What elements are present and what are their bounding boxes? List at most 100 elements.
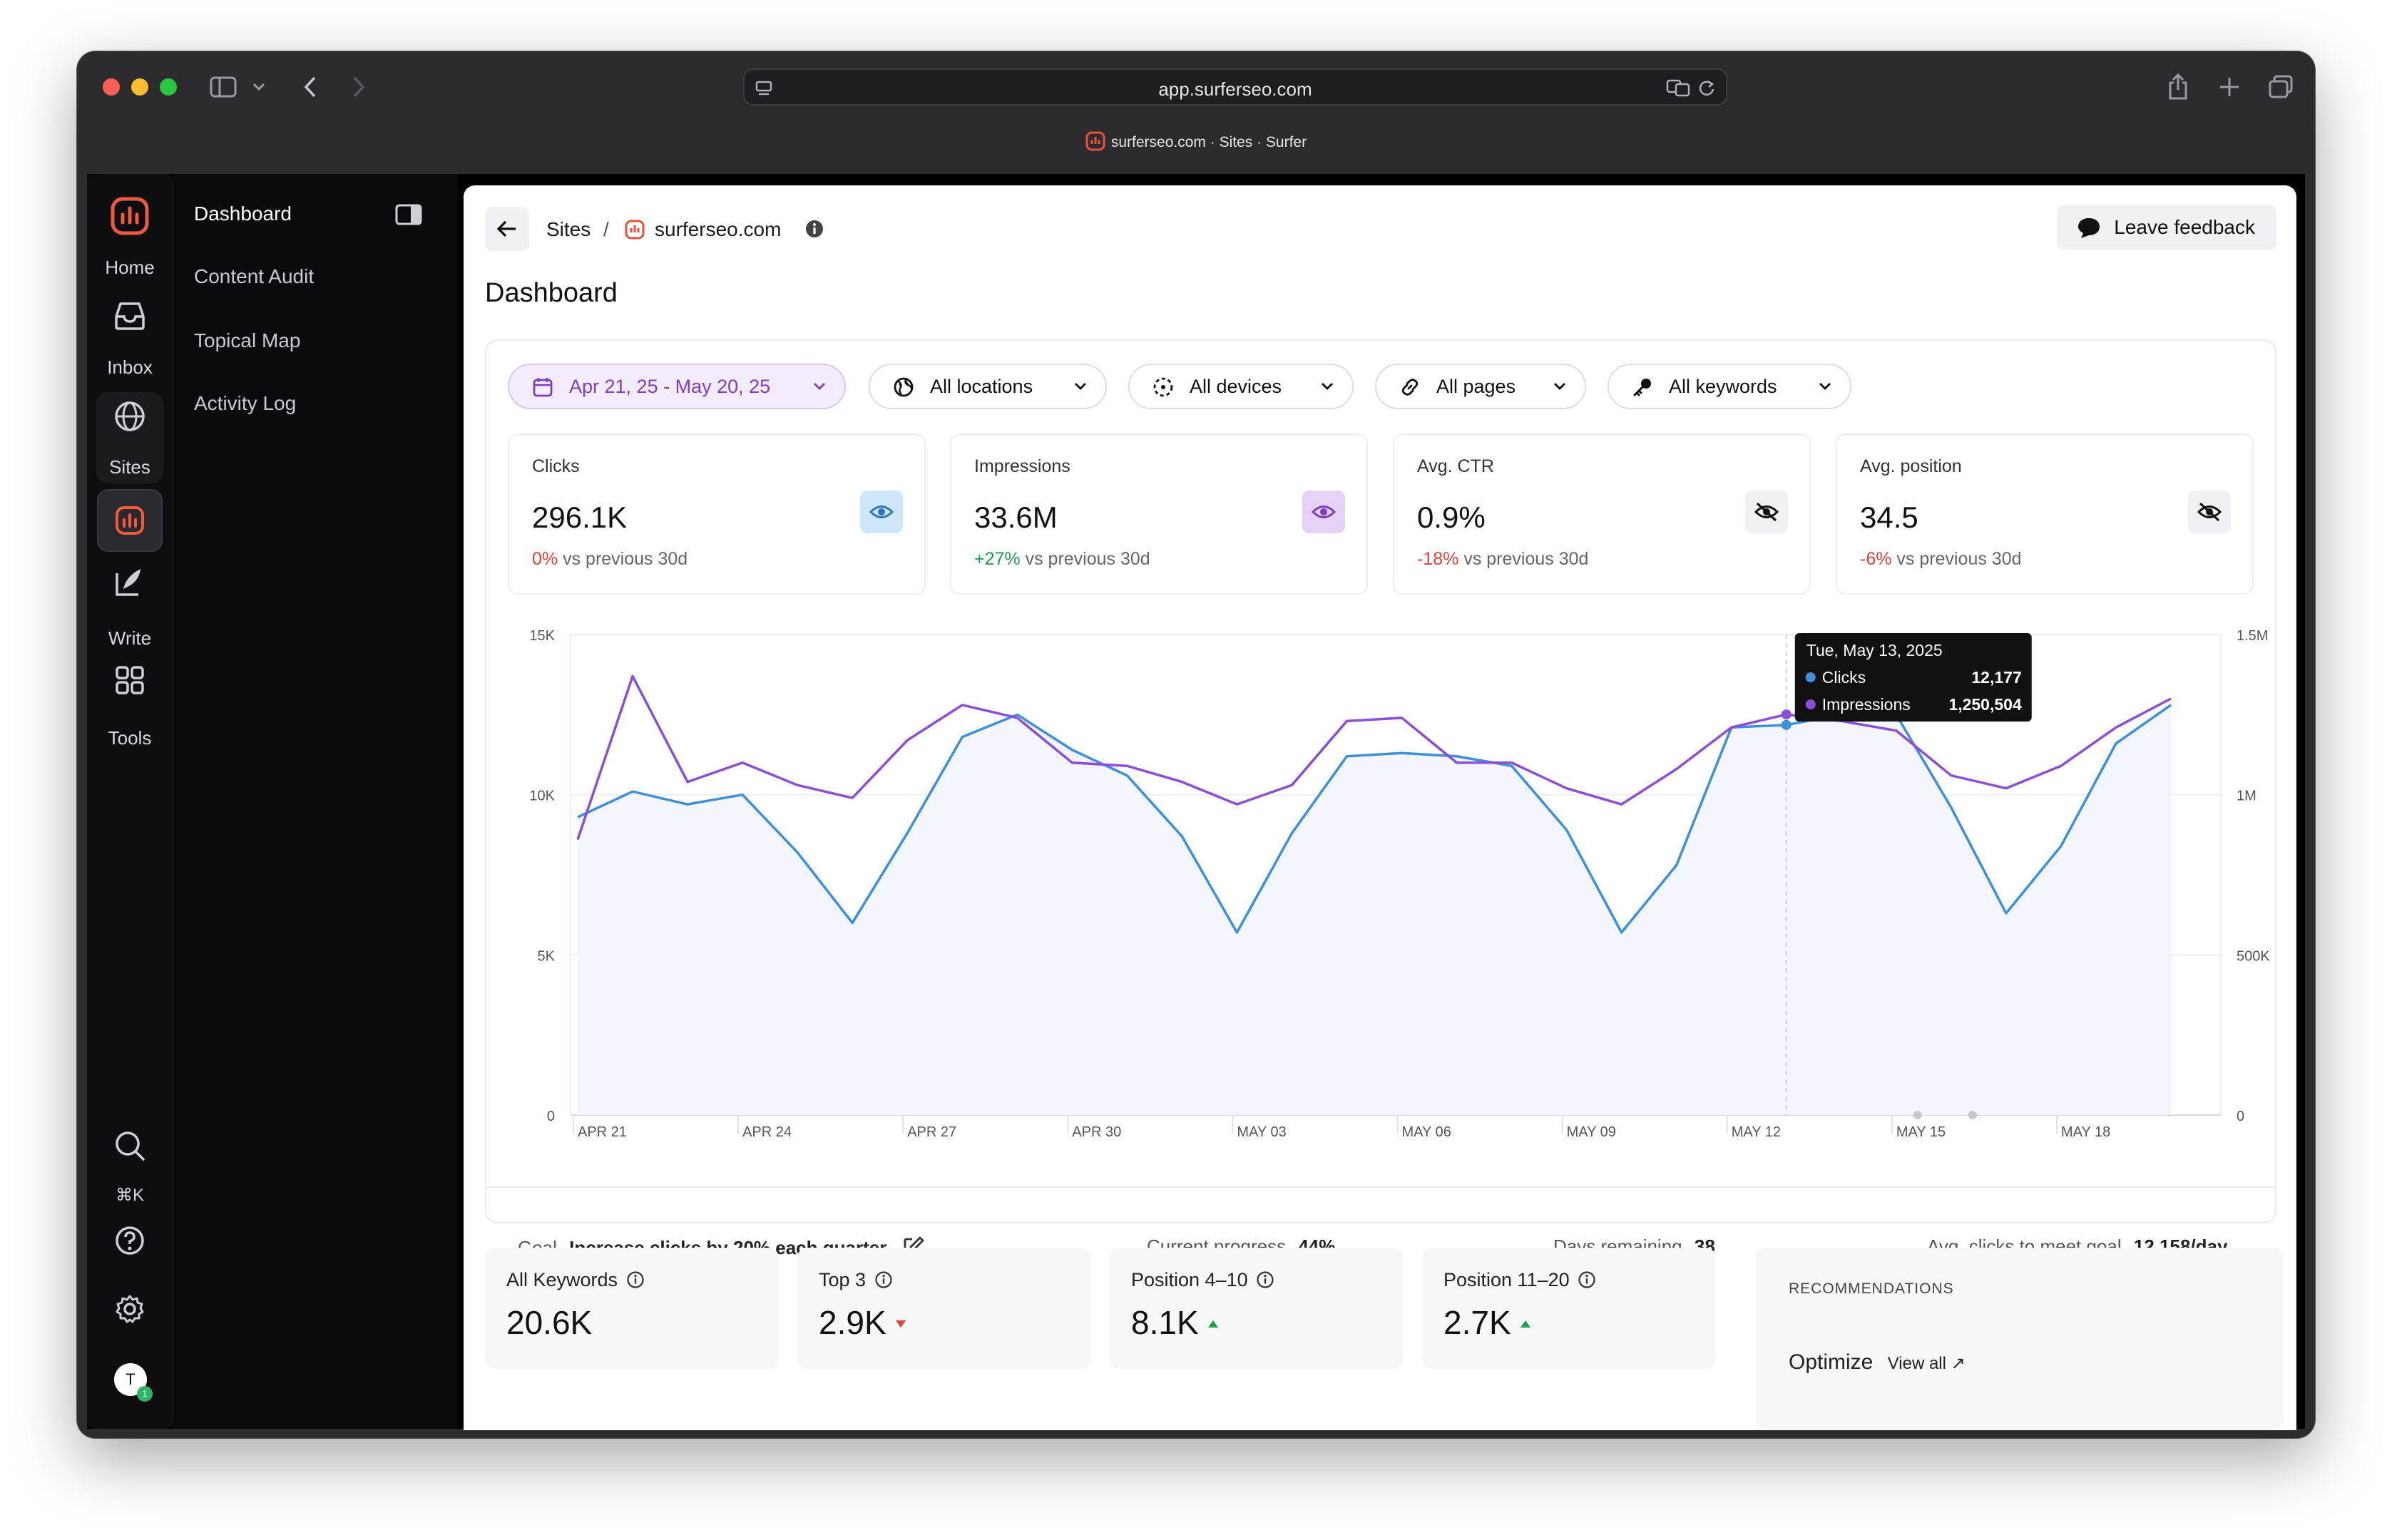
home-rail-button[interactable]: [87, 195, 173, 237]
metric-delta-suffix: vs previous 30d: [563, 549, 688, 569]
main-panel: Sites / surferseo.com Leave feedback Das…: [464, 185, 2296, 1430]
keyword-card-top-3[interactable]: Top 3 2.9K: [797, 1248, 1091, 1369]
keyword-card-value: 8.1K: [1131, 1303, 1219, 1342]
devices-filter[interactable]: All devices: [1128, 364, 1354, 409]
subnav-item-activity-log[interactable]: Activity Log: [194, 392, 297, 414]
write-icon: [116, 569, 140, 596]
metric-delta-value: +27%: [974, 549, 1021, 569]
toggle-visibility-button[interactable]: [1302, 491, 1345, 533]
info-outline-icon[interactable]: [1578, 1270, 1596, 1289]
pages-filter[interactable]: All pages: [1375, 364, 1586, 409]
date-range-label: Apr 21, 25 - May 20, 25: [569, 376, 771, 397]
rail-label-home[interactable]: Home: [105, 257, 155, 278]
metric-delta-value: 0%: [532, 549, 558, 569]
metric-card-avg-ctr[interactable]: Avg. CTR 0.9% -18% vs previous 30d: [1393, 433, 1811, 595]
tooltip-series-value: 12,177: [1971, 668, 2021, 687]
minimize-window-button[interactable]: [131, 78, 148, 96]
eye-off-icon: [1754, 502, 1779, 522]
new-tab-icon[interactable]: [2218, 76, 2241, 98]
performance-panel: Apr 21, 25 - May 20, 25 All locations Al…: [485, 339, 2276, 1258]
chevron-down-icon[interactable]: [252, 83, 265, 91]
x-tick-label: MAY 03: [1237, 1124, 1286, 1140]
metric-card-clicks[interactable]: Clicks 296.1K 0% vs previous 30d: [508, 433, 926, 595]
leave-feedback-button[interactable]: Leave feedback: [2057, 205, 2276, 250]
devices-label: All devices: [1190, 376, 1282, 397]
surfer-logo-icon: [111, 197, 149, 235]
trend-down-icon: [896, 1320, 906, 1328]
search-shortcut: ⌘K: [115, 1186, 144, 1205]
avatar[interactable]: T: [114, 1363, 147, 1396]
metric-card-impressions[interactable]: Impressions 33.6M +27% vs previous 30d: [950, 433, 1368, 595]
tab-title-text: surferseo.com · Sites · Surfer: [1110, 134, 1307, 150]
sites-rail-active-bg: [96, 392, 164, 483]
toggle-visibility-button[interactable]: [1745, 491, 1788, 533]
inbox-rail-button[interactable]: [87, 299, 173, 332]
date-range-filter[interactable]: Apr 21, 25 - May 20, 25: [508, 364, 846, 409]
breadcrumb-sites[interactable]: Sites: [546, 218, 591, 240]
address-bar[interactable]: app.surferseo.com: [743, 68, 1727, 106]
panel-divider: [486, 1186, 2275, 1188]
browser-toolbar: app.surferseo.com surferseo.com · Sites …: [77, 51, 2315, 163]
share-icon[interactable]: [2167, 73, 2189, 101]
info-outline-icon[interactable]: [626, 1270, 645, 1289]
rail-label-tools[interactable]: Tools: [108, 727, 152, 749]
metric-card-avg-position[interactable]: Avg. position 34.5 -6% vs previous 30d: [1836, 433, 2254, 595]
performance-chart[interactable]: 0 5K 10K 15K 0 500K 1M 1.5M APR 21 APR 24 APR 27 AP…: [486, 612, 2275, 1154]
settings-rail-button[interactable]: [87, 1293, 173, 1325]
hover-point-clicks: [1781, 719, 1792, 730]
subnav-item-content-audit[interactable]: Content Audit: [194, 265, 315, 287]
rail-label-sites[interactable]: Sites: [109, 456, 150, 478]
y-left-tick-label: 10K: [529, 789, 555, 804]
search-rail-button[interactable]: [87, 1129, 173, 1162]
tooltip-box: [1794, 633, 2032, 722]
arrow-left-icon: [496, 220, 516, 237]
forward-arrow-icon[interactable]: [351, 76, 367, 98]
sidebar-toggle-icon[interactable]: [210, 76, 238, 98]
chevron-down-icon: [1819, 383, 1831, 390]
keyword-card-position-4-10[interactable]: Position 4–10 8.1K: [1110, 1248, 1404, 1369]
inbox-icon: [115, 302, 145, 330]
info-outline-icon[interactable]: [1256, 1270, 1274, 1289]
back-arrow-icon[interactable]: [302, 76, 318, 98]
keyword-card-label: Top 3: [819, 1269, 893, 1291]
rail-label-write[interactable]: Write: [108, 627, 152, 649]
metric-delta: -18% vs previous 30d: [1417, 549, 1588, 570]
breadcrumb-site[interactable]: surferseo.com: [655, 218, 782, 240]
view-all-link[interactable]: View all ↗: [1887, 1354, 1966, 1373]
keyword-card-value: 20.6K: [506, 1304, 593, 1341]
subnav-item-topical-map[interactable]: Topical Map: [194, 329, 301, 351]
site-favicon-icon: [625, 220, 645, 240]
rail-label-inbox[interactable]: Inbox: [107, 356, 153, 378]
translate-icon[interactable]: [1666, 78, 1690, 97]
sites-rail-button[interactable]: [87, 399, 173, 433]
keyword-card-label: Position 4–10: [1131, 1269, 1274, 1291]
close-window-button[interactable]: [103, 78, 120, 96]
locations-filter[interactable]: All locations: [869, 364, 1107, 409]
maximize-window-button[interactable]: [160, 78, 177, 96]
tools-rail-button[interactable]: [87, 664, 173, 696]
tooltip-series-name: Clicks: [1822, 668, 1866, 687]
back-button[interactable]: [485, 207, 529, 251]
write-rail-button[interactable]: [87, 565, 173, 600]
site-subnav: Dashboard Content Audit Topical Map Acti…: [173, 174, 458, 1429]
info-outline-icon[interactable]: [874, 1270, 893, 1289]
tab-title[interactable]: surferseo.com · Sites · Surfer: [77, 131, 2315, 151]
metric-delta: 0% vs previous 30d: [532, 549, 688, 570]
tab-overview-icon[interactable]: [2268, 74, 2294, 100]
subnav-item-dashboard[interactable]: Dashboard: [194, 202, 292, 225]
help-rail-button[interactable]: [87, 1225, 173, 1256]
current-site-rail-button[interactable]: [97, 489, 163, 552]
collapse-panel-icon[interactable]: [395, 204, 422, 225]
metric-value: 34.5: [1860, 500, 1918, 534]
x-tick-label: MAY 15: [1896, 1124, 1946, 1140]
page-settings-icon[interactable]: [755, 78, 773, 97]
x-tick-label: MAY 18: [2061, 1124, 2110, 1140]
toggle-visibility-button[interactable]: [2188, 491, 2231, 533]
toggle-visibility-button[interactable]: [860, 491, 903, 533]
reload-icon[interactable]: [1697, 78, 1716, 97]
metric-delta-value: -6%: [1860, 549, 1892, 569]
keyword-card-position-11-20[interactable]: Position 11–20 2.7K: [1422, 1248, 1716, 1369]
keyword-card-all[interactable]: All Keywords 20.6K: [485, 1248, 779, 1369]
info-icon[interactable]: [804, 219, 824, 239]
keywords-filter[interactable]: All keywords: [1608, 364, 1851, 409]
